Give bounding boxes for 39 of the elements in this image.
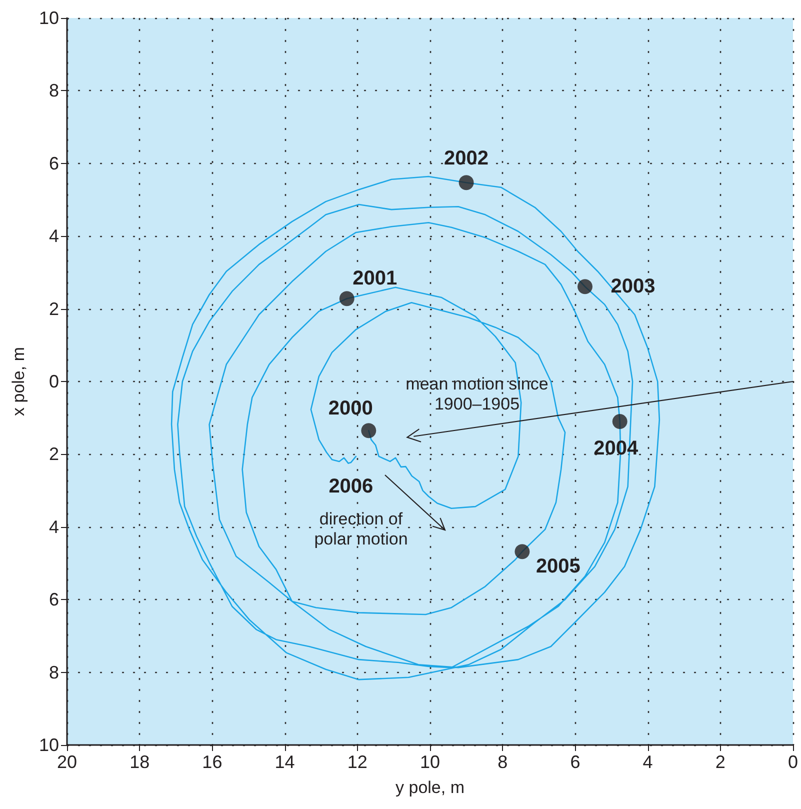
y-tick-label: 4 (48, 516, 59, 537)
x-tick-label: 10 (420, 752, 440, 772)
x-tick-label: 14 (274, 752, 295, 772)
annotation: 2002 (444, 147, 489, 170)
point (612, 414, 628, 429)
point (578, 279, 592, 294)
point (361, 423, 376, 438)
annotation: 2000 (328, 397, 373, 420)
x-axis-title: y pole, m (396, 778, 464, 797)
y-tick-label: 10 (38, 735, 59, 755)
x-tick-label: 8 (498, 752, 508, 772)
y-tick-label: 6 (48, 590, 59, 610)
y-tick-label: 10 (38, 8, 59, 28)
x-tick-label: 20 (56, 752, 78, 772)
point (458, 175, 474, 190)
x-tick-label: 12 (347, 752, 368, 772)
x-tick-label: 18 (130, 752, 150, 772)
y-tick-label: 2 (48, 444, 59, 464)
x-tick-label: 6 (570, 752, 580, 772)
point (514, 544, 530, 560)
annotation: 2005 (536, 555, 580, 578)
annotation: direction of polar motion (314, 509, 408, 549)
x-tick-label: 4 (642, 752, 653, 772)
line-series (170, 176, 660, 680)
x-tick-label: 2 (715, 752, 726, 772)
x-tick-label: 0 (788, 752, 798, 772)
y-tick-label: 4 (48, 226, 59, 246)
annotation: 2003 (610, 275, 656, 298)
y-tick-label: 6 (48, 153, 59, 174)
y-tick-label: 0 (48, 372, 59, 392)
y-axis-title: x pole, m (9, 347, 28, 416)
y-tick-label: 8 (48, 80, 59, 101)
annotation: 2001 (352, 267, 398, 290)
x-tick-label: 16 (202, 752, 222, 772)
point (339, 291, 354, 306)
y-tick-label: 8 (48, 662, 59, 682)
y-tick-label: 2 (48, 298, 59, 319)
point (406, 428, 422, 442)
annotation: 2006 (328, 476, 374, 499)
